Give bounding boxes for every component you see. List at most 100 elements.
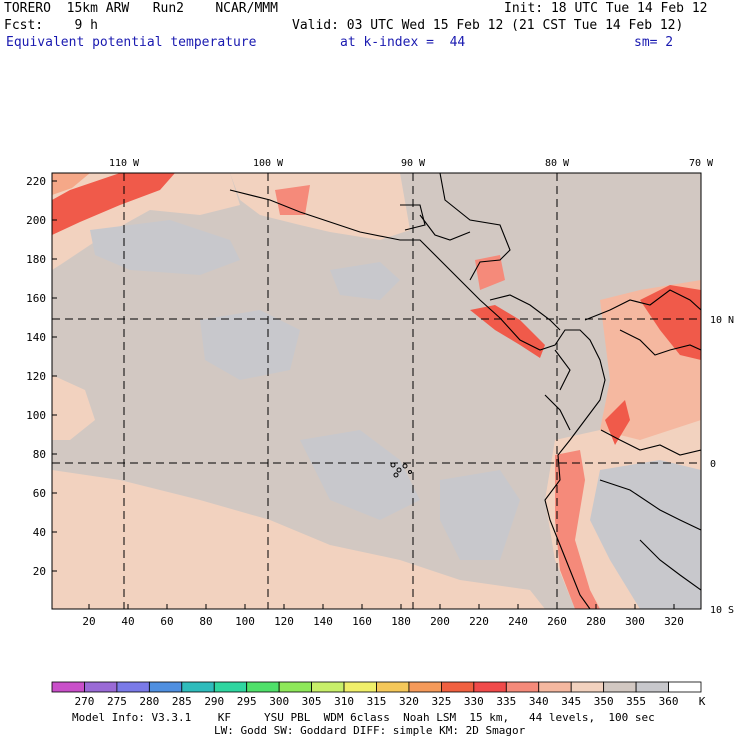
- colorbar: 270 275 280 285 290 295 300 305 310 315 320 325 330 3…: [51, 681, 706, 708]
- colorbar-label: 290: [204, 695, 224, 708]
- galapagos-islands: [390, 462, 412, 478]
- colorbar-label: 355: [626, 695, 646, 708]
- level-info: at k-index = 44: [340, 35, 466, 50]
- graticule: [52, 173, 701, 609]
- y-tick-label: 220: [26, 175, 46, 188]
- colorbar-label: 330: [464, 695, 484, 708]
- x-tick-label: 100: [235, 615, 255, 628]
- gray-region-southeast: [590, 460, 701, 609]
- lat-labels: 10 N 0 10 S: [710, 315, 734, 616]
- warm-region-southwest: [52, 375, 95, 440]
- colorbar-cell: [440, 681, 475, 693]
- gray-patch-ocean-3: [300, 430, 420, 520]
- valid-time: Valid: 03 UTC Wed 15 Feb 12 (21 CST Tue …: [292, 18, 684, 33]
- colorbar-label: 325: [431, 695, 451, 708]
- x-axis-ticks: 20 40 60 80 100 120 140 160 180 200 220 240 260 280 30…: [82, 604, 684, 628]
- x-tick-label: 40: [121, 615, 134, 628]
- x-tick-label: 80: [199, 615, 212, 628]
- colorbar-cell: [603, 681, 637, 693]
- hot-region-costa-rica: [470, 305, 545, 358]
- init-time: Init: 18 UTC Tue 14 Feb 12: [504, 1, 708, 16]
- x-tick-label: 140: [313, 615, 333, 628]
- colorbar-cell: [538, 681, 572, 693]
- hot-core-northwest: [52, 173, 90, 195]
- x-tick-label: 320: [664, 615, 684, 628]
- lon-label: 100 W: [253, 158, 284, 169]
- hot-region-venezuela: [640, 285, 701, 360]
- y-tick-label: 140: [26, 331, 46, 344]
- y-tick-label: 160: [26, 292, 46, 305]
- colorbar-cell: [278, 681, 312, 693]
- gray-patch-ocean-1: [90, 220, 240, 275]
- lon-labels: 110 W 100 W 90 W 80 W 70 W: [109, 158, 714, 169]
- lon-label: 70 W: [689, 158, 714, 169]
- colorbar-cell: [181, 681, 215, 693]
- x-tick-label: 260: [547, 615, 567, 628]
- plot-frame: [51, 172, 702, 610]
- colorbar-cell: [213, 681, 248, 693]
- colorbar-label: 300: [269, 695, 289, 708]
- lon-label: 90 W: [401, 158, 426, 169]
- lat-label: 0: [710, 459, 716, 470]
- coastlines: [229, 173, 701, 609]
- colorbar-cell: [246, 681, 280, 693]
- x-tick-label: 280: [586, 615, 606, 628]
- y-tick-label: 20: [33, 565, 46, 578]
- map-panel: 110 W 100 W 90 W 80 W 70 W: [26, 158, 734, 628]
- model-info-line: Model Info: V3.3.1 KF YSU PBL WDM 6class…: [72, 711, 655, 724]
- colorbar-cell: [668, 681, 702, 693]
- colorbar-label: 345: [561, 695, 581, 708]
- colorbar-label: 315: [367, 695, 387, 708]
- y-axis-ticks: 220 200 180 160 140 120 100 80 60 40 20: [26, 175, 57, 578]
- y-tick-label: 80: [33, 448, 46, 461]
- colorbar-label: 310: [334, 695, 354, 708]
- colorbar-label: 305: [302, 695, 322, 708]
- smoothing-info: sm= 2: [634, 35, 674, 50]
- forecast-hour: Fcst: 9 h: [4, 18, 98, 33]
- colorbar-cell: [408, 681, 442, 693]
- warm-region-south: [52, 470, 545, 609]
- x-tick-label: 240: [508, 615, 528, 628]
- colorbar-cell: [376, 681, 410, 693]
- hot-region-peru: [555, 450, 600, 609]
- gray-patch-ocean-5: [330, 262, 400, 300]
- warm-region-mexico: [230, 173, 410, 240]
- y-tick-label: 180: [26, 253, 46, 266]
- x-tick-label: 180: [391, 615, 411, 628]
- x-tick-label: 120: [274, 615, 294, 628]
- gray-patch-ocean-4: [440, 470, 520, 560]
- lat-label: 10 N: [710, 315, 734, 326]
- colorbar-label: 360: [659, 695, 679, 708]
- colorbar-label: 350: [594, 695, 614, 708]
- colorbar-label: 285: [172, 695, 192, 708]
- hot-region-guatemala: [475, 255, 505, 290]
- hot-patch-mexico: [275, 185, 310, 215]
- colorbar-cell: [84, 681, 118, 693]
- hot-region-northwest: [52, 173, 175, 235]
- y-tick-label: 40: [33, 526, 46, 539]
- colorbar-cell: [635, 681, 669, 693]
- x-tick-label: 160: [352, 615, 372, 628]
- colorbar-label: 275: [107, 695, 127, 708]
- x-tick-label: 60: [160, 615, 173, 628]
- lon-label: 110 W: [109, 158, 140, 169]
- y-tick-label: 60: [33, 487, 46, 500]
- colorbar-cell: [570, 681, 605, 693]
- y-tick-label: 100: [26, 409, 46, 422]
- x-tick-label: 20: [82, 615, 95, 628]
- colorbar-cell: [505, 681, 540, 693]
- gray-patch-ocean-2: [200, 310, 300, 380]
- colorbar-label: 335: [496, 695, 516, 708]
- colorbar-cell: [311, 681, 345, 693]
- colorbar-label: 320: [399, 695, 419, 708]
- colorbar-label: 280: [139, 695, 159, 708]
- y-tick-label: 120: [26, 370, 46, 383]
- lon-label: 80 W: [545, 158, 570, 169]
- model-title: TORERO 15km ARW Run2 NCAR/MMM: [4, 1, 278, 16]
- field-name: Equivalent potential temperature: [6, 35, 257, 50]
- x-tick-label: 300: [625, 615, 645, 628]
- colorbar-unit: K: [699, 695, 706, 708]
- colorbar-cell: [51, 681, 85, 693]
- colorbar-label: 295: [237, 695, 257, 708]
- colorbar-label: 270: [75, 695, 95, 708]
